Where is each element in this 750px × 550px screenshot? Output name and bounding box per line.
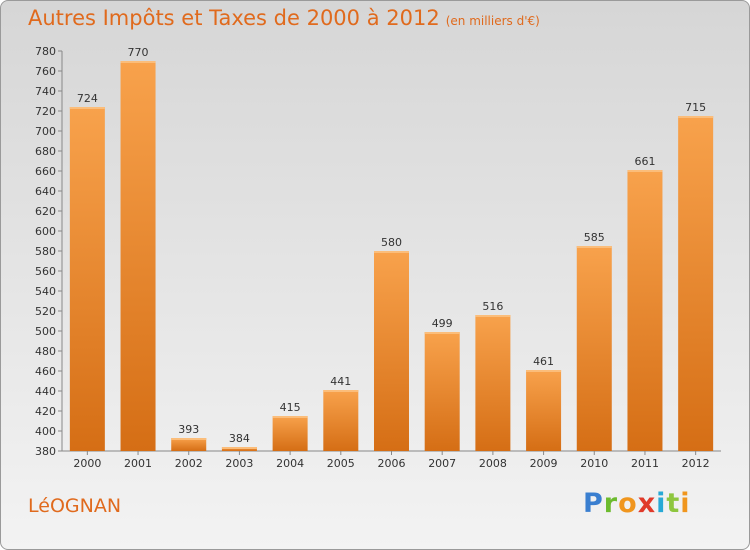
y-tick-label: 720	[35, 105, 56, 118]
y-tick-label: 540	[35, 285, 56, 298]
logo-letter: P	[583, 488, 604, 519]
y-tick-label: 440	[35, 385, 56, 398]
data-label: 384	[229, 432, 250, 445]
logo-letter: t	[666, 488, 681, 519]
bar-highlight	[424, 332, 460, 334]
bar-highlight	[627, 170, 663, 172]
data-label: 580	[381, 236, 402, 249]
data-label: 715	[685, 101, 706, 114]
bar	[475, 315, 511, 451]
y-tick-label: 780	[35, 45, 56, 58]
x-tick-label: 2004	[276, 457, 304, 470]
bar	[171, 438, 207, 451]
chart-unit: (en milliers d'€)	[445, 14, 540, 28]
data-label: 393	[178, 423, 199, 436]
y-tick-label: 620	[35, 205, 56, 218]
bar	[627, 170, 663, 451]
y-tick-label: 560	[35, 265, 56, 278]
bar-highlight	[576, 246, 612, 248]
y-tick-label: 460	[35, 365, 56, 378]
data-label: 770	[128, 46, 149, 59]
bar-highlight	[526, 370, 562, 372]
bar	[526, 370, 562, 451]
data-label: 415	[280, 401, 301, 414]
x-tick-label: 2008	[479, 457, 507, 470]
y-tick-label: 600	[35, 225, 56, 238]
bar-highlight	[475, 315, 511, 317]
logo-letter: i	[656, 488, 667, 519]
chart-bars: 724 770 393 384 415 441 580 499 516 461 585 661 715	[69, 46, 714, 451]
bar	[323, 390, 359, 451]
bar-highlight	[374, 251, 409, 253]
x-tick-label: 2001	[124, 457, 152, 470]
data-label: 585	[584, 231, 605, 244]
y-tick-label: 500	[35, 325, 56, 338]
bar-highlight	[678, 116, 714, 118]
bar	[69, 107, 105, 451]
bar-highlight	[69, 107, 105, 109]
x-tick-label: 2005	[327, 457, 355, 470]
bar-highlight	[221, 447, 257, 449]
bar	[576, 246, 612, 451]
y-tick-label: 660	[35, 165, 56, 178]
x-tick-label: 2009	[530, 457, 558, 470]
y-tick-label: 760	[35, 65, 56, 78]
bar-highlight	[171, 438, 207, 440]
data-label: 441	[330, 375, 351, 388]
bar	[272, 416, 308, 451]
y-tick-label: 700	[35, 125, 56, 138]
x-tick-label: 2000	[73, 457, 101, 470]
bar	[374, 251, 409, 451]
city-name: LéOGNAN	[28, 495, 122, 517]
bar	[120, 61, 156, 451]
y-tick-label: 580	[35, 245, 56, 258]
data-label: 499	[432, 317, 453, 330]
data-label: 461	[533, 355, 554, 368]
y-tick-label: 420	[35, 405, 56, 418]
logo-letter: x	[637, 488, 657, 519]
y-tick-label: 640	[35, 185, 56, 198]
y-tick-label: 380	[35, 445, 56, 458]
data-label: 724	[77, 92, 98, 105]
logo-letter: r	[603, 488, 619, 519]
x-tick-label: 2003	[225, 457, 253, 470]
x-tick-label: 2010	[580, 457, 608, 470]
logo-letter: i	[680, 488, 691, 519]
x-tick-label: 2006	[378, 457, 406, 470]
y-tick-label: 520	[35, 305, 56, 318]
data-label: 661	[634, 155, 655, 168]
y-tick-label: 680	[35, 145, 56, 158]
chart-axes: 380 400 420 440 460 480 500 520 540 560 580 600 620 6…	[35, 45, 721, 470]
bar	[424, 332, 460, 451]
y-tick-label: 740	[35, 85, 56, 98]
bar-highlight	[120, 61, 156, 63]
bar-highlight	[272, 416, 308, 418]
bar	[678, 116, 714, 451]
proxiti-logo: Proxiti	[583, 488, 691, 519]
y-tick-label: 400	[35, 425, 56, 438]
chart-title-text: Autres Impôts et Taxes de 2000 à 2012	[28, 6, 440, 30]
x-tick-label: 2012	[682, 457, 710, 470]
x-tick-label: 2007	[428, 457, 456, 470]
logo-letter: o	[618, 488, 638, 519]
data-label: 516	[482, 300, 503, 313]
x-tick-label: 2011	[631, 457, 659, 470]
chart-title: Autres Impôts et Taxes de 2000 à 2012 (en…	[28, 6, 540, 30]
x-tick-label: 2002	[175, 457, 203, 470]
bar-highlight	[323, 390, 359, 392]
y-tick-label: 480	[35, 345, 56, 358]
